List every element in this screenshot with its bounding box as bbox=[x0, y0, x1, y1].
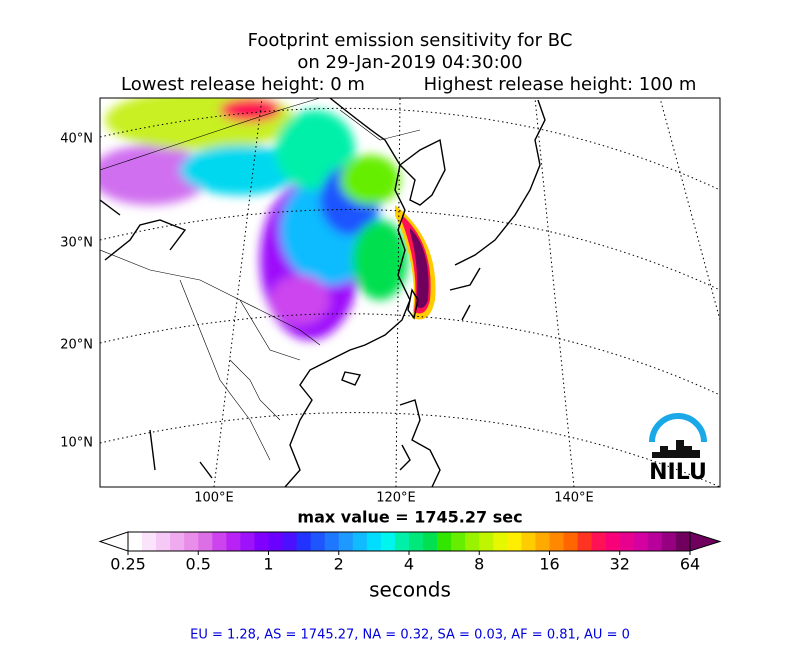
colorbar-tick-label: 64 bbox=[680, 555, 700, 574]
plume-area bbox=[180, 145, 300, 195]
coastline bbox=[399, 399, 441, 487]
colorbar: 0.25 0.5 1 2 4 8 16 32 64 bbox=[98, 531, 722, 574]
colorbar-swatch bbox=[296, 532, 312, 551]
colorbar-swatch bbox=[549, 532, 565, 551]
colorbar-tick-label: 2 bbox=[334, 555, 344, 574]
colorbar-swatch bbox=[647, 532, 663, 551]
plume-core bbox=[410, 228, 429, 308]
colorbar-swatch bbox=[605, 532, 621, 551]
logo-text: NILU bbox=[649, 460, 707, 485]
plume bbox=[100, 98, 408, 340]
coastline bbox=[341, 371, 362, 386]
title: Footprint emission sensitivity for BC bbox=[248, 30, 573, 51]
colorbar-swatch bbox=[633, 532, 649, 551]
subtitle: on 29-Jan-2019 04:30:00 bbox=[297, 52, 522, 73]
coastline bbox=[407, 288, 419, 320]
border bbox=[100, 98, 421, 461]
lat-label: 40°N bbox=[60, 132, 93, 147]
colorbar-swatch bbox=[437, 532, 452, 551]
lon-label: 120°E bbox=[376, 491, 416, 506]
colorbar-tick-label: 16 bbox=[539, 555, 559, 574]
coastline bbox=[398, 138, 446, 206]
map: NILU bbox=[100, 98, 720, 487]
colorbar-swatch bbox=[170, 532, 185, 551]
plume-area bbox=[352, 220, 408, 300]
coastline bbox=[100, 199, 213, 479]
colorbar-swatch bbox=[563, 532, 579, 551]
logo-arc bbox=[649, 413, 707, 443]
colorbar-swatch bbox=[282, 532, 298, 551]
footer: EU = 1.28, AS = 1745.27, NA = 0.32, SA =… bbox=[190, 628, 630, 643]
colorbar-swatch bbox=[156, 532, 171, 551]
colorbar-extend-low bbox=[98, 531, 129, 552]
colorbar-swatch bbox=[409, 532, 424, 551]
colorbar-swatch bbox=[619, 532, 635, 551]
colorbar-swatch bbox=[394, 532, 410, 551]
colorbar-swatch bbox=[226, 532, 241, 551]
colorbar-tick-label: 0.25 bbox=[110, 555, 146, 574]
plume-area bbox=[100, 145, 210, 205]
logo-skyline bbox=[652, 440, 700, 458]
colorbar-swatch bbox=[198, 532, 213, 551]
lowest-height: Lowest release height: 0 m bbox=[121, 74, 365, 95]
plume-area bbox=[270, 275, 330, 325]
colorbar-swatch bbox=[451, 532, 466, 551]
colorbar-swatch bbox=[479, 532, 494, 551]
colorbar-swatch bbox=[380, 532, 396, 551]
colorbar-swatch bbox=[661, 532, 677, 551]
coastline bbox=[284, 98, 411, 487]
lon-label: 140°E bbox=[554, 491, 594, 506]
colorbar-tick-label: 4 bbox=[404, 555, 414, 574]
plume-area bbox=[220, 98, 280, 122]
colorbar-swatch bbox=[423, 532, 438, 551]
colorbar-tick-label: 1 bbox=[263, 555, 273, 574]
colorbar-swatch bbox=[212, 532, 227, 551]
colorbar-swatch bbox=[577, 532, 593, 551]
colorbar-swatch bbox=[465, 532, 480, 551]
colorbar-swatch bbox=[521, 532, 536, 551]
colorbar-swatch bbox=[240, 532, 255, 551]
colorbar-swatch bbox=[128, 532, 143, 551]
highest-height: Highest release height: 100 m bbox=[424, 74, 697, 95]
lat-label: 20°N bbox=[60, 338, 93, 353]
lat-label: 10°N bbox=[60, 436, 93, 451]
colorbar-tick-label: 0.5 bbox=[186, 555, 211, 574]
colorbar-swatch bbox=[352, 532, 368, 551]
colorbar-swatch bbox=[338, 532, 354, 551]
coastline bbox=[449, 99, 546, 321]
map-frame bbox=[99, 97, 721, 488]
colorbar-swatch bbox=[535, 532, 550, 551]
plume-area bbox=[340, 155, 400, 205]
colorbar-swatch bbox=[591, 532, 607, 551]
colorbar-swatch bbox=[254, 532, 269, 551]
lat-label: 30°N bbox=[60, 236, 93, 251]
colorbar-swatch bbox=[493, 532, 508, 551]
colorbar-label: seconds bbox=[369, 578, 451, 602]
colorbar-swatch bbox=[142, 532, 157, 551]
colorbar-swatch bbox=[268, 532, 284, 551]
lon-label: 100°E bbox=[194, 491, 234, 506]
colorbar-swatch bbox=[507, 532, 522, 551]
colorbar-tick-label: 8 bbox=[474, 555, 484, 574]
colorbar-swatch bbox=[184, 532, 199, 551]
colorbar-extend-high bbox=[689, 531, 722, 552]
colorbar-tick-label: 32 bbox=[610, 555, 630, 574]
max-value: max value = 1745.27 sec bbox=[297, 508, 522, 527]
colorbar-swatch bbox=[675, 532, 691, 551]
colorbar-swatch bbox=[310, 532, 326, 551]
colorbar-swatch bbox=[366, 532, 382, 551]
colorbar-swatch bbox=[324, 532, 340, 551]
